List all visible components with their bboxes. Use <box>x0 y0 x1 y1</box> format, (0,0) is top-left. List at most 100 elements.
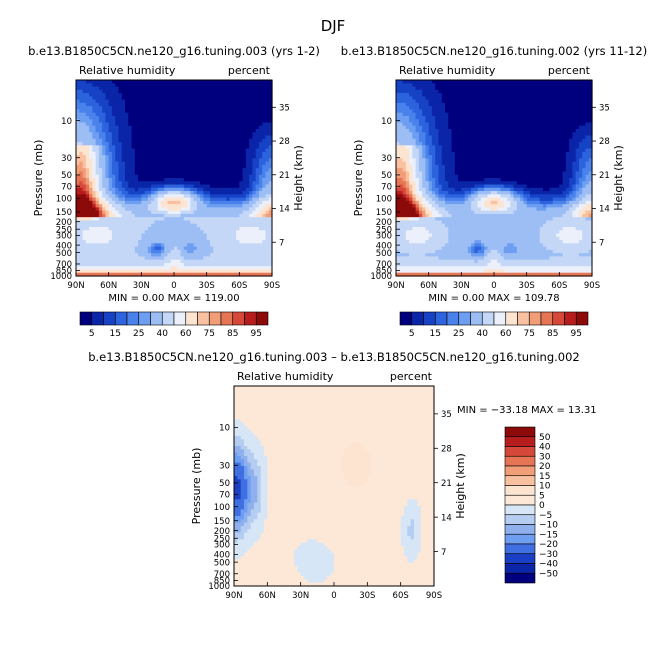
field-cell <box>125 96 129 101</box>
field-cell <box>160 115 165 120</box>
field-cell <box>138 135 142 140</box>
field-cell <box>236 168 240 173</box>
field-cell <box>177 204 182 208</box>
field-cell <box>513 96 518 101</box>
field-cell <box>206 112 211 117</box>
field-cell <box>396 102 400 107</box>
field-cell <box>144 171 149 176</box>
field-cell <box>209 178 214 182</box>
field-cell <box>79 93 84 97</box>
field-cell <box>497 138 502 143</box>
field-cell <box>108 269 113 274</box>
field-cell <box>236 272 240 277</box>
field-cell <box>157 155 162 159</box>
field-cell <box>125 243 129 248</box>
field-cell <box>239 233 244 238</box>
field-cell <box>513 115 518 120</box>
field-cell <box>193 256 198 261</box>
field-cell <box>128 187 133 192</box>
field-cell <box>268 168 273 173</box>
field-cell <box>167 200 172 205</box>
field-cell <box>141 197 146 202</box>
field-cell <box>167 227 172 231</box>
field-cell <box>105 269 110 274</box>
field-cell <box>474 145 479 150</box>
field-cell <box>151 93 155 97</box>
field-cell <box>252 266 257 271</box>
field-cell <box>206 151 211 156</box>
field-cell <box>141 272 146 277</box>
field-cell <box>526 99 531 104</box>
field-cell <box>396 99 400 104</box>
field-cell <box>79 80 84 84</box>
field-cell <box>249 93 253 97</box>
field-cell <box>562 145 567 150</box>
field-cell <box>164 132 169 137</box>
field-cell <box>147 164 152 169</box>
field-cell <box>180 272 185 277</box>
field-cell <box>174 142 178 146</box>
field-cell <box>128 243 133 248</box>
field-cell <box>187 236 191 241</box>
field-cell <box>268 256 273 261</box>
field-cell <box>209 96 214 101</box>
field-cell <box>565 109 570 114</box>
field-cell <box>549 109 554 114</box>
field-cell <box>177 272 182 277</box>
field-cell <box>262 207 267 212</box>
field-cell <box>438 83 443 88</box>
field-cell <box>242 266 247 271</box>
field-cell <box>223 184 227 189</box>
field-cell <box>138 220 142 225</box>
field-cell <box>229 184 234 189</box>
field-cell <box>154 86 159 91</box>
field-cell <box>490 93 495 97</box>
field-cell <box>223 256 227 261</box>
field-cell <box>454 83 459 88</box>
field-cell <box>82 161 87 166</box>
field-cell <box>177 217 182 222</box>
field-cell <box>529 102 534 107</box>
field-cell <box>441 109 446 114</box>
field-cell <box>454 96 459 101</box>
field-cell <box>160 151 165 156</box>
field-cell <box>203 151 208 156</box>
field-cell <box>128 269 133 274</box>
field-cell <box>98 227 103 231</box>
field-cell <box>396 148 400 153</box>
field-cell <box>239 223 244 228</box>
field-cell <box>111 155 116 159</box>
field-cell <box>268 132 273 137</box>
field-cell <box>216 269 221 274</box>
field-cell <box>82 259 87 264</box>
field-cell <box>265 249 270 254</box>
field-cell <box>128 145 133 150</box>
field-cell <box>174 109 178 114</box>
field-cell <box>209 200 214 205</box>
field-cell <box>262 96 267 101</box>
field-cell <box>125 155 129 159</box>
field-cell <box>213 99 218 104</box>
field-cell <box>425 119 430 124</box>
field-cell <box>503 122 508 127</box>
field-cell <box>252 109 257 114</box>
field-cell <box>546 122 551 127</box>
field-cell <box>431 112 436 117</box>
field-cell <box>461 115 466 120</box>
field-cell <box>141 155 146 159</box>
field-cell <box>245 148 250 153</box>
field-cell <box>529 148 534 153</box>
field-cell <box>167 249 172 254</box>
field-cell <box>268 210 273 215</box>
field-cell <box>431 93 436 97</box>
field-cell <box>164 102 169 107</box>
field-cell <box>82 262 87 267</box>
field-cell <box>513 106 518 110</box>
field-cell <box>76 194 80 199</box>
field-cell <box>79 220 84 225</box>
field-cell <box>76 93 80 97</box>
field-cell <box>108 256 113 261</box>
field-cell <box>572 99 577 104</box>
field-cell <box>223 122 227 127</box>
